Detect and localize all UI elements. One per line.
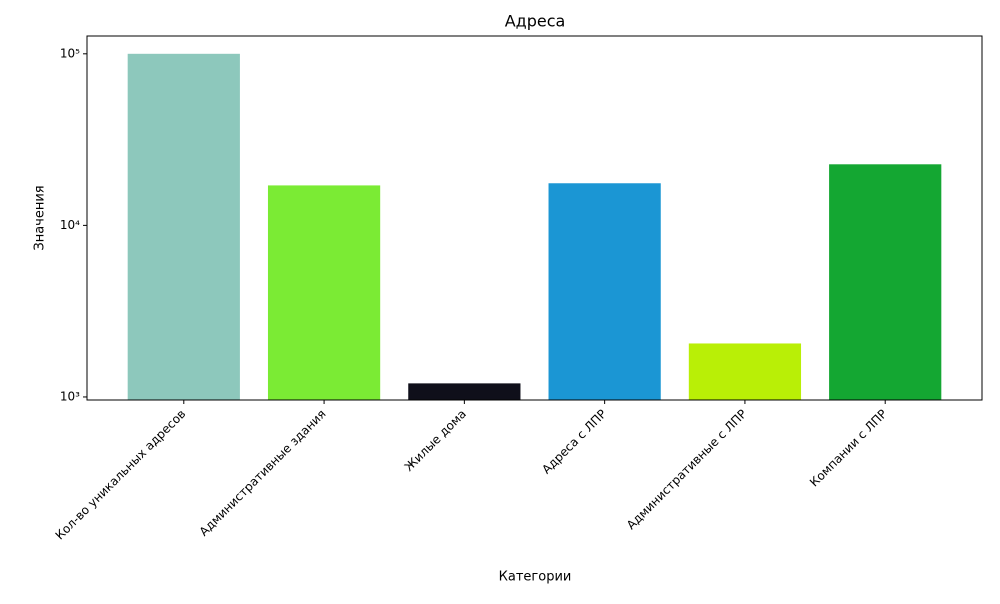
plot-frame — [86, 35, 983, 401]
bar — [688, 343, 802, 400]
y-tick-label: 10⁴ — [60, 218, 80, 232]
y-tick-label: 10⁵ — [60, 46, 80, 60]
x-axis-label: Категории — [499, 570, 572, 585]
x-tick-label: Жилые дома — [402, 407, 469, 474]
x-tick-label: Компании с ЛПР — [807, 407, 890, 490]
bar — [408, 383, 521, 400]
bar — [829, 164, 942, 400]
chart-title: Адреса — [505, 12, 566, 31]
y-axis-label: Значения — [33, 185, 48, 250]
x-tick-label: Кол-во уникальных адресов — [53, 407, 189, 543]
x-tick-label: Административные с ЛПР — [624, 407, 750, 533]
bar — [548, 183, 661, 400]
bar — [127, 53, 240, 400]
bar — [267, 185, 381, 400]
x-tick-label: Административные здания — [197, 407, 329, 539]
y-tick-label: 10³ — [60, 389, 80, 403]
x-tick-label: Адреса с ЛПР — [539, 407, 609, 477]
